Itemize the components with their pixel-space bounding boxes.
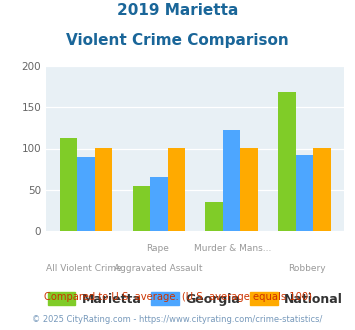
Bar: [168, 148, 185, 231]
Bar: [313, 148, 331, 231]
Text: Robbery: Robbery: [288, 264, 326, 273]
Bar: [296, 155, 313, 231]
Bar: [132, 185, 150, 231]
Bar: [206, 202, 223, 231]
Text: Violent Crime Comparison: Violent Crime Comparison: [66, 33, 289, 48]
Bar: [77, 157, 95, 231]
Legend: Marietta, Georgia, National: Marietta, Georgia, National: [43, 287, 348, 311]
Bar: [240, 148, 258, 231]
Bar: [95, 148, 112, 231]
Text: 2019 Marietta: 2019 Marietta: [117, 3, 238, 18]
Text: Compared to U.S. average. (U.S. average equals 100): Compared to U.S. average. (U.S. average …: [44, 292, 311, 302]
Bar: [278, 92, 296, 231]
Bar: [60, 138, 77, 231]
Text: Aggravated Assault: Aggravated Assault: [114, 264, 202, 273]
Text: © 2025 CityRating.com - https://www.cityrating.com/crime-statistics/: © 2025 CityRating.com - https://www.city…: [32, 315, 323, 324]
Text: Murder & Mans...: Murder & Mans...: [194, 244, 271, 253]
Bar: [150, 177, 168, 231]
Text: All Violent Crime: All Violent Crime: [45, 264, 121, 273]
Bar: [223, 129, 240, 231]
Text: Rape: Rape: [147, 244, 169, 253]
